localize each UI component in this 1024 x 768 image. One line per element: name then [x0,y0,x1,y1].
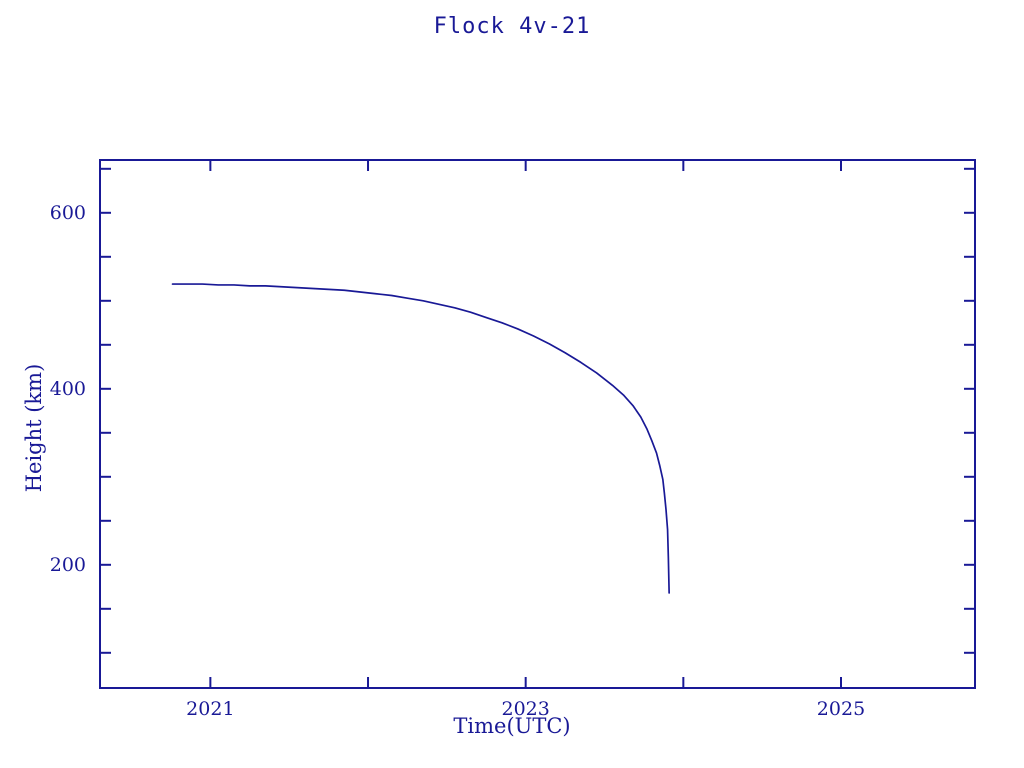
y-axis-ticks [100,167,975,654]
y-tick-label: 200 [49,553,86,576]
y-tick-label: 400 [49,377,86,400]
chart-title: Flock 4v-21 [433,14,591,39]
x-axis-label: Time(UTC) [453,714,571,738]
plot-frame [99,159,976,689]
x-tick-label: 2023 [501,698,550,720]
height-series-line [171,283,670,594]
y-tick-label: 600 [49,201,86,224]
x-tick-label: 2021 [186,698,235,720]
x-axis-ticks [209,160,842,688]
x-tick-label: 2025 [816,698,866,720]
y-axis-label: Height (km) [22,363,46,493]
